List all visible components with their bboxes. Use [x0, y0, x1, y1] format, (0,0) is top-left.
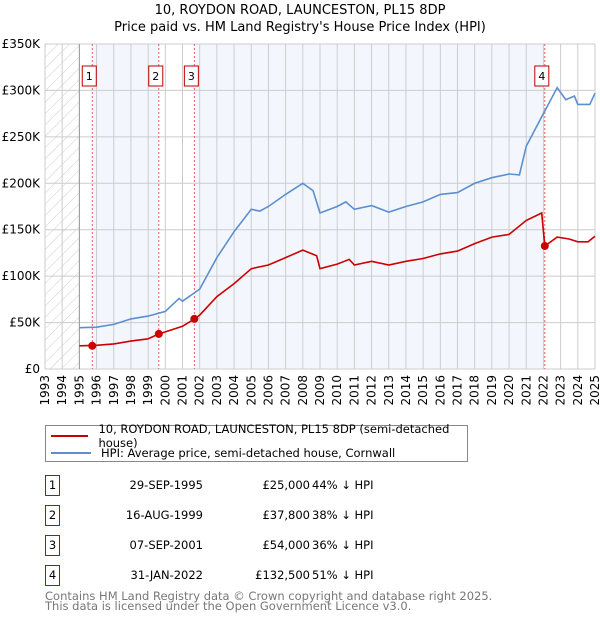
y-tick-label: £300K [2, 83, 42, 97]
legend-label: HPI: Average price, semi-detached house,… [101, 446, 396, 460]
x-tick-label: 2013 [382, 375, 396, 406]
x-tick-label: 2008 [296, 375, 310, 406]
legend: 10, ROYDON ROAD, LAUNCESTON, PL15 8DP (s… [45, 422, 468, 462]
x-tick-label: 2024 [571, 375, 585, 406]
sale-row: 1 29-SEP-1995 £25,000 44% ↓ HPI [45, 475, 465, 496]
sale-date: 07-SEP-2001 [129, 538, 203, 552]
sale-label-box [534, 65, 550, 87]
sale-hpi-diff: 51% ↓ HPI [312, 568, 374, 582]
sale-label-box [183, 65, 199, 87]
x-tick-label: 2020 [502, 375, 516, 406]
x-tick-label: 2021 [519, 375, 533, 406]
x-tick-label: 2017 [451, 375, 465, 406]
x-tick-label: 1999 [141, 375, 155, 406]
x-tick-label: 2023 [554, 375, 568, 406]
x-tick-label: 2018 [468, 375, 482, 406]
x-tick-label: 2014 [399, 375, 413, 406]
x-tick-label: 2009 [313, 375, 327, 406]
y-tick-label: £350K [2, 37, 42, 51]
sale-row: 2 16-AUG-1999 £37,800 38% ↓ HPI [45, 505, 465, 526]
y-tick-label: £200K [2, 176, 42, 190]
y-tick-label: £150K [2, 223, 42, 237]
sale-price: £54,000 [262, 538, 310, 552]
legend-item-property: 10, ROYDON ROAD, LAUNCESTON, PL15 8DP (s… [46, 422, 467, 450]
x-tick-label: 1996 [90, 375, 104, 406]
x-tick-label: 2006 [261, 375, 275, 406]
y-tick-label: £100K [2, 269, 42, 283]
sale-price: £37,800 [262, 508, 310, 522]
sale-point [88, 341, 97, 350]
sale-point [540, 241, 549, 250]
x-tick-label: 2010 [330, 375, 344, 406]
sale-hpi-diff: 36% ↓ HPI [312, 538, 374, 552]
footer-line-1: Contains HM Land Registry data © Crown c… [45, 589, 493, 603]
x-tick-label: 2002 [193, 375, 207, 406]
x-tick-label: 1997 [107, 375, 121, 406]
sale-date: 16-AUG-1999 [125, 508, 203, 522]
sale-label-number: 3 [188, 70, 195, 83]
sale-number: 1 [45, 475, 60, 496]
x-tick-label: 2019 [485, 375, 499, 406]
sale-date: 31-JAN-2022 [130, 568, 204, 582]
chart-title: 10, ROYDON ROAD, LAUNCESTON, PL15 8DP [154, 3, 446, 18]
sale-label-box [81, 65, 97, 87]
sale-hpi-diff: 44% ↓ HPI [312, 478, 374, 492]
red-line-swatch [51, 435, 89, 437]
sale-price: £25,000 [262, 478, 310, 492]
sale-label-number: 4 [538, 70, 545, 83]
sale-point [154, 329, 163, 338]
x-tick-label: 2015 [416, 375, 430, 406]
sale-label-number: 2 [152, 70, 159, 83]
sale-label-number: 1 [86, 70, 93, 83]
x-tick-label: 1998 [124, 375, 138, 406]
chart-subtitle: Price paid vs. HM Land Registry's House … [114, 20, 486, 35]
y-tick-label: £250K [2, 130, 42, 144]
sale-hpi-diff: 38% ↓ HPI [312, 508, 374, 522]
sale-date: 29-SEP-1995 [129, 478, 203, 492]
sale-price: £132,500 [255, 568, 310, 582]
sale-number: 2 [45, 505, 60, 526]
property-series-line [79, 211, 596, 347]
hpi-series-line [79, 86, 596, 329]
sale-label-box [148, 65, 164, 87]
sale-row: 4 31-JAN-2022 £132,500 51% ↓ HPI [45, 565, 465, 586]
legend-label: 10, ROYDON ROAD, LAUNCESTON, PL15 8DP (s… [98, 422, 450, 450]
price-chart: 1993 1994 1995 1996 1997 1998 1999 2000 2001 2002… [2, 37, 600, 406]
x-tick-label: 1994 [55, 375, 69, 406]
sale-number: 3 [45, 535, 60, 556]
x-tick-label: 2011 [347, 375, 361, 406]
footer-line-2: This data is licensed under the Open Gov… [45, 599, 412, 613]
x-tick-label: 2001 [176, 375, 190, 406]
x-tick-label: 2000 [158, 375, 172, 406]
legend-item-hpi: HPI: Average price, semi-detached house,… [46, 445, 395, 461]
x-tick-label: 1995 [72, 375, 86, 406]
y-tick-label: £0 [25, 362, 40, 376]
sale-row: 3 07-SEP-2001 £54,000 36% ↓ HPI [45, 535, 465, 556]
y-tick-label: £50K [9, 316, 41, 330]
x-tick-label: 2022 [536, 375, 550, 406]
x-tick-label: 2004 [227, 375, 241, 406]
x-tick-label: 2003 [210, 375, 224, 406]
x-tick-label: 2005 [244, 375, 258, 406]
sale-point [190, 314, 199, 323]
x-tick-label: 2016 [433, 375, 447, 406]
x-tick-label: 2025 [588, 375, 600, 406]
blue-line-swatch [51, 452, 91, 454]
x-tick-label: 2012 [365, 375, 379, 406]
x-tick-label: 1993 [38, 375, 52, 406]
x-tick-label: 2007 [279, 375, 293, 406]
sale-number: 4 [45, 565, 60, 586]
